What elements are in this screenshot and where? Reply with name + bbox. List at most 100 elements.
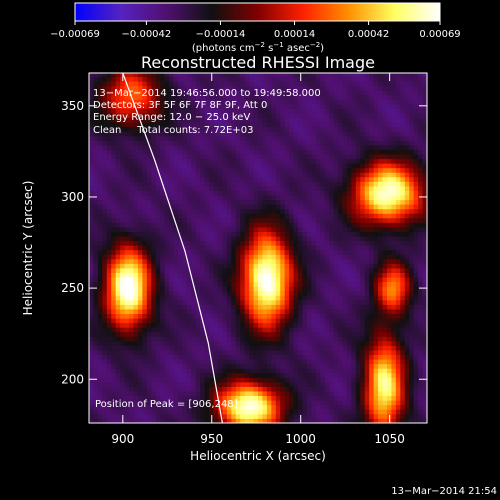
heatmap-pixel — [293, 222, 299, 228]
heatmap-pixel — [106, 135, 112, 141]
heatmap-pixel — [271, 85, 277, 91]
heatmap-pixel — [275, 217, 281, 223]
heatmap-pixel — [164, 345, 170, 351]
heatmap-pixel — [209, 158, 214, 164]
heatmap-pixel — [338, 304, 343, 310]
heatmap-pixel — [213, 345, 219, 351]
heatmap-pixel — [169, 176, 174, 182]
heatmap-pixel — [298, 272, 303, 278]
heatmap-pixel — [120, 81, 125, 87]
heatmap-pixel — [204, 359, 210, 365]
heatmap-pixel — [289, 268, 294, 274]
heatmap-pixel — [355, 172, 361, 178]
heatmap-pixel — [133, 90, 139, 96]
heatmap-pixel — [89, 313, 94, 319]
heatmap-pixel — [155, 231, 161, 237]
heatmap-pixel — [177, 190, 183, 196]
heatmap-pixel — [222, 391, 228, 397]
heatmap-pixel — [342, 85, 348, 91]
heatmap-pixel — [306, 190, 312, 196]
heatmap-pixel — [271, 286, 277, 292]
heatmap-pixel — [266, 409, 272, 415]
heatmap-pixel — [369, 318, 375, 324]
heatmap-pixel — [182, 272, 188, 278]
heatmap-pixel — [120, 227, 125, 232]
heatmap-pixel — [253, 245, 259, 251]
heatmap-pixel — [106, 217, 112, 223]
heatmap-pixel — [142, 85, 148, 91]
heatmap-pixel — [262, 290, 268, 296]
heatmap-pixel — [262, 309, 268, 315]
heatmap-pixel — [106, 149, 112, 155]
heatmap-pixel — [262, 404, 268, 410]
heatmap-pixel — [177, 117, 183, 123]
heatmap-pixel — [346, 377, 352, 383]
heatmap-pixel — [298, 254, 303, 260]
heatmap-pixel — [320, 336, 326, 342]
heatmap-pixel — [266, 368, 272, 374]
heatmap-pixel — [329, 90, 335, 96]
heatmap-pixel — [329, 181, 335, 187]
heatmap-pixel — [93, 158, 99, 164]
heatmap-pixel — [129, 322, 134, 328]
heatmap-pixel — [106, 245, 112, 251]
heatmap-pixel — [106, 186, 112, 191]
heatmap-pixel — [346, 117, 352, 123]
heatmap-pixel — [262, 195, 268, 201]
heatmap-pixel — [244, 409, 250, 415]
heatmap-pixel — [226, 163, 232, 169]
heatmap-pixel — [293, 331, 299, 337]
heatmap-pixel — [289, 331, 294, 337]
heatmap-pixel — [217, 368, 223, 374]
heatmap-pixel — [169, 354, 174, 360]
heatmap-pixel — [191, 195, 197, 201]
heatmap-pixel — [102, 409, 108, 415]
heatmap-pixel — [289, 140, 294, 146]
heatmap-pixel — [271, 381, 277, 387]
heatmap-pixel — [355, 190, 361, 196]
heatmap-pixel — [351, 145, 357, 150]
heatmap-pixel — [275, 331, 281, 337]
heatmap-pixel — [111, 172, 117, 178]
heatmap-pixel — [240, 81, 246, 87]
heatmap-pixel — [355, 372, 361, 378]
heatmap-pixel — [146, 331, 152, 337]
heatmap-pixel — [164, 204, 170, 210]
heatmap-pixel — [324, 103, 330, 109]
heatmap-pixel — [169, 304, 174, 310]
heatmap-pixel — [97, 404, 103, 410]
heatmap-pixel — [320, 350, 326, 356]
heatmap-pixel — [342, 299, 348, 305]
heatmap-pixel — [231, 113, 237, 119]
heatmap-pixel — [275, 73, 281, 78]
heatmap-pixel — [342, 140, 348, 146]
heatmap-pixel — [253, 73, 259, 78]
heatmap-pixel — [217, 391, 223, 397]
heatmap-pixel — [146, 122, 152, 128]
heatmap-pixel — [133, 268, 139, 274]
heatmap-pixel — [244, 254, 250, 260]
heatmap-pixel — [231, 409, 237, 415]
heatmap-pixel — [342, 354, 348, 360]
heatmap-pixel — [289, 190, 294, 196]
heatmap-pixel — [275, 340, 281, 346]
heatmap-pixel — [320, 258, 326, 264]
heatmap-pixel — [169, 318, 174, 324]
heatmap-pixel — [258, 281, 263, 287]
heatmap-pixel — [351, 381, 357, 387]
heatmap-pixel — [217, 113, 223, 119]
heatmap-pixel — [293, 236, 299, 242]
heatmap-pixel — [173, 99, 179, 105]
heatmap-pixel — [155, 336, 161, 342]
heatmap-pixel — [89, 372, 94, 378]
heatmap-pixel — [306, 413, 312, 419]
heatmap-pixel — [289, 327, 294, 333]
heatmap-pixel — [93, 359, 99, 365]
heatmap-pixel — [355, 135, 361, 141]
heatmap-pixel — [124, 149, 130, 155]
heatmap-pixel — [120, 240, 125, 246]
heatmap-pixel — [115, 81, 121, 87]
heatmap-pixel — [346, 295, 352, 301]
heatmap-pixel — [151, 309, 157, 315]
heatmap-pixel — [226, 281, 232, 287]
